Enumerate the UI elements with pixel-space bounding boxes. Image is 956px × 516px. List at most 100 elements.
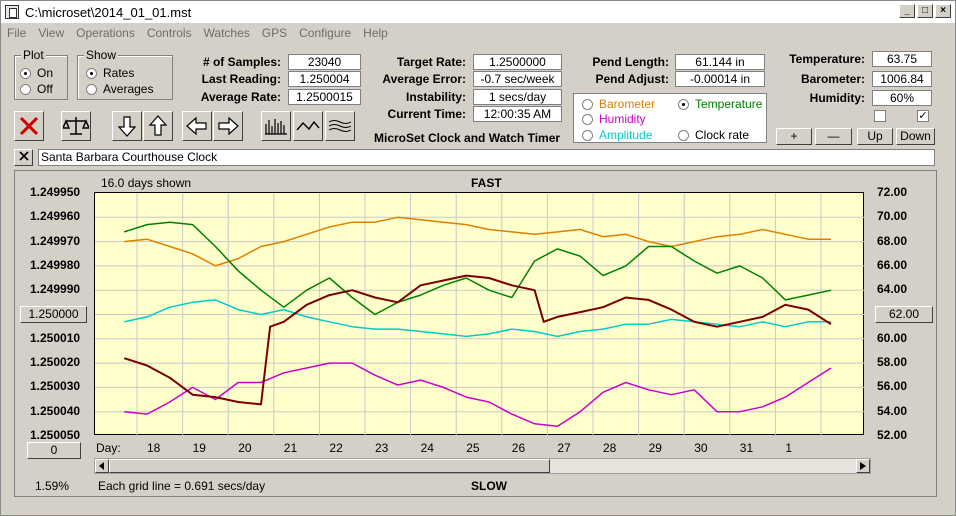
window-title: C:\microset\2014_01_01.mst: [25, 4, 192, 20]
y-left-tick-label: 1.250020: [30, 355, 81, 370]
series-line-1: [123, 221, 832, 316]
plot-off-radio[interactable]: Off: [20, 82, 53, 96]
multiwave-button[interactable]: [325, 111, 355, 141]
x-tick-label: 20: [238, 441, 252, 455]
scroll-left-arrow[interactable]: [95, 459, 109, 473]
trace-temperature-radio[interactable]: Temperature: [678, 97, 762, 111]
trace-barometer-label: Barometer: [599, 97, 656, 111]
scale-down-button[interactable]: Down: [896, 128, 935, 145]
clock-name-field[interactable]: Santa Barbara Courthouse Clock: [38, 149, 935, 166]
checkbox-2[interactable]: ✓: [917, 110, 929, 122]
y-right-tick-label: 54.00: [877, 403, 908, 418]
center-value-box[interactable]: 1.250000: [20, 306, 87, 323]
temperature-label: Temperature:: [789, 52, 865, 66]
wave-button[interactable]: [293, 111, 323, 141]
radio-off-icon: [582, 113, 593, 125]
avg-error-label: Average Error:: [382, 72, 466, 86]
show-averages-label: Averages: [103, 82, 154, 96]
down-button[interactable]: [112, 111, 142, 141]
horizontal-scrollbar[interactable]: [94, 458, 871, 474]
y-right-tick-label: 72.00: [877, 185, 908, 199]
x-tick-label: 24: [420, 441, 434, 455]
menu-bar: File View Operations Controls Watches GP…: [1, 24, 394, 42]
temperature-value: 63.75: [872, 51, 932, 67]
menu-watches[interactable]: Watches: [203, 26, 250, 40]
right-button[interactable]: [213, 111, 243, 141]
target-rate-label: Target Rate:: [396, 55, 466, 69]
title-bar[interactable]: C:\microset\2014_01_01.mst _ □ ×: [1, 1, 955, 23]
grid-note: Each grid line = 0.691 secs/day: [98, 479, 266, 493]
trace-temperature-label: Temperature: [695, 97, 763, 111]
arrow-down-icon: [117, 116, 137, 137]
plot-area[interactable]: [94, 192, 865, 436]
days-shown-label: 16.0 days shown: [101, 176, 192, 190]
avg-rate-label: Average Rate:: [200, 90, 281, 104]
y-right-tick-label: 68.00: [877, 233, 908, 248]
close-button[interactable]: ×: [935, 4, 951, 18]
series-line-3: [124, 299, 831, 338]
arrow-right-icon: [218, 116, 239, 136]
arrow-left-icon: [186, 116, 207, 136]
y-left-tick-label: 1.249990: [30, 282, 81, 297]
arrow-up-icon: [148, 115, 168, 136]
wave-icon: [296, 120, 320, 131]
trace-humidity-radio[interactable]: Humidity: [582, 112, 646, 126]
multi-wave-icon: [328, 120, 352, 132]
x-icon: [19, 116, 39, 136]
trace-barometer-radio[interactable]: Barometer: [582, 97, 655, 111]
radio-off-icon: [20, 83, 31, 95]
triangle-left-icon: [99, 462, 104, 470]
humidity-label: Humidity:: [809, 91, 865, 105]
trace-amplitude-label: Amplitude: [599, 128, 653, 142]
trace-clockrate-radio[interactable]: Clock rate: [678, 128, 749, 142]
menu-help[interactable]: Help: [363, 26, 388, 40]
minimize-button[interactable]: _: [899, 4, 915, 18]
menu-controls[interactable]: Controls: [146, 26, 192, 40]
plot-on-radio[interactable]: On: [20, 66, 53, 80]
x-tick-label: 21: [283, 441, 298, 455]
up-button[interactable]: [143, 111, 173, 141]
app-icon: [5, 5, 19, 19]
barometer-label: Barometer:: [800, 72, 865, 86]
scroll-right-arrow[interactable]: [856, 459, 870, 473]
y-left-tick-label: 1.249980: [30, 257, 81, 272]
stop-button[interactable]: [14, 111, 44, 141]
scale-plus-button[interactable]: +: [776, 128, 812, 145]
trace-clockrate-label: Clock rate: [695, 128, 750, 142]
menu-operations[interactable]: Operations: [76, 26, 135, 40]
triangle-right-icon: [860, 462, 866, 470]
pend-length-label: Pend Length:: [592, 55, 669, 69]
trace-select-panel: Barometer Temperature Humidity Amplitude…: [573, 93, 767, 143]
y-right-tick-label: 64.00: [877, 282, 908, 297]
barometer-value: 1006.84: [872, 71, 932, 87]
maximize-button[interactable]: □: [917, 4, 933, 18]
current-time-value: 12:00:35 AM: [473, 106, 562, 122]
scale-minus-button[interactable]: —: [815, 128, 852, 145]
show-rates-radio[interactable]: Rates: [86, 66, 134, 80]
radio-off-icon: [582, 129, 593, 141]
menu-view[interactable]: View: [38, 26, 65, 40]
balance-button[interactable]: [61, 111, 91, 141]
offset-box[interactable]: 0: [27, 442, 81, 459]
right-value-box[interactable]: 62.00: [875, 306, 933, 323]
close-icon: [18, 151, 29, 161]
last-reading-value: 1.250004: [288, 71, 361, 87]
day-label: Day:: [96, 441, 121, 455]
left-button[interactable]: [182, 111, 212, 141]
show-averages-radio[interactable]: Averages: [86, 82, 153, 96]
scale-up-button[interactable]: Up: [857, 128, 893, 145]
x-tick-label: 18: [147, 441, 161, 455]
scroll-thumb[interactable]: [109, 459, 550, 473]
instability-value: 1 secs/day: [473, 89, 562, 105]
menu-file[interactable]: File: [7, 26, 27, 40]
clear-name-button[interactable]: [14, 149, 33, 166]
y-left-tick-label: 1.250050: [30, 428, 81, 442]
plot-on-label: On: [37, 66, 54, 80]
menu-configure[interactable]: Configure: [299, 26, 352, 40]
checkbox-1[interactable]: [874, 110, 886, 122]
x-tick-label: 23: [375, 441, 389, 455]
x-tick-label: 1: [785, 441, 793, 455]
trace-amplitude-radio[interactable]: Amplitude: [582, 128, 652, 142]
menu-gps[interactable]: GPS: [261, 26, 288, 40]
bars-button[interactable]: [261, 111, 291, 141]
